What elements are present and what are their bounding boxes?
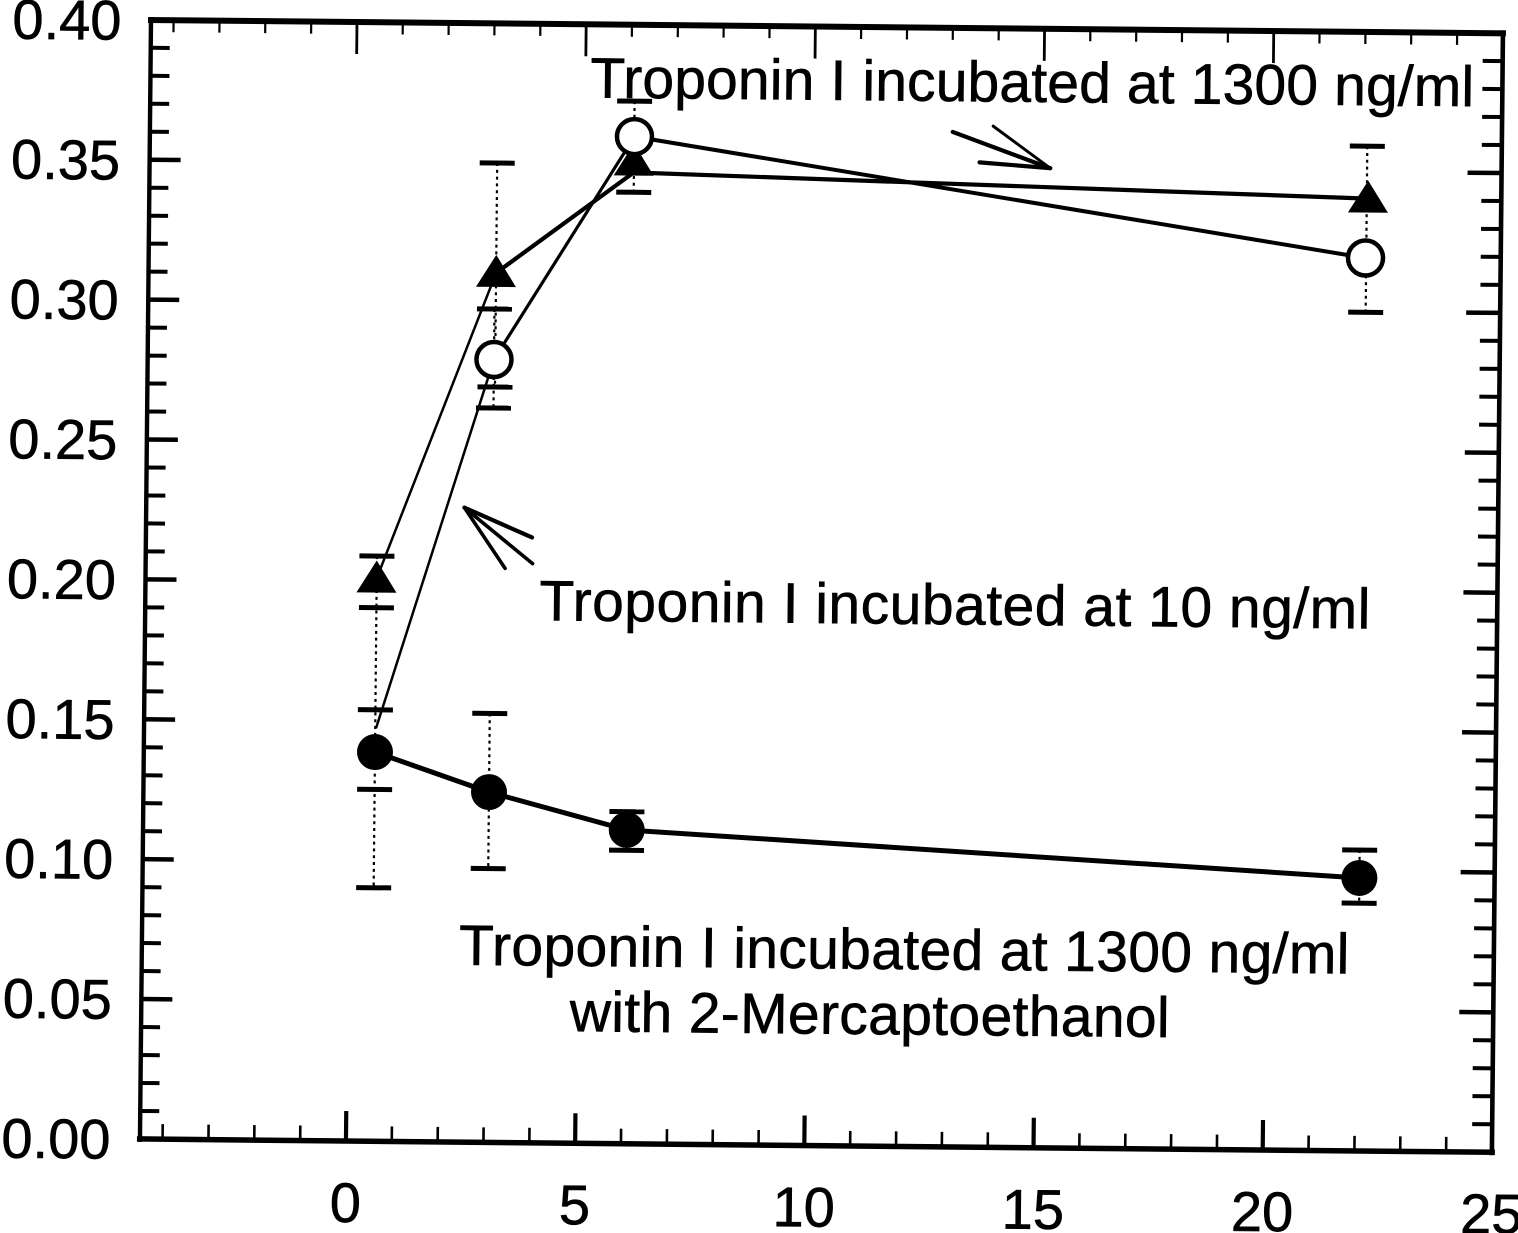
svg-text:25: 25 (1460, 1182, 1518, 1233)
svg-text:Troponin I incubated at 10 ng/: Troponin I incubated at 10 ng/ml (539, 569, 1371, 641)
svg-text:0.10: 0.10 (4, 827, 114, 891)
svg-text:20: 20 (1231, 1180, 1294, 1233)
svg-text:0: 0 (329, 1171, 361, 1233)
svg-text:0.20: 0.20 (7, 547, 117, 611)
svg-text:15: 15 (1001, 1177, 1064, 1233)
svg-text:5: 5 (559, 1173, 591, 1233)
svg-text:0.00: 0.00 (1, 1107, 111, 1171)
svg-text:with 2-Mercaptoethanol: with 2-Mercaptoethanol (569, 980, 1171, 1050)
svg-text:0.15: 0.15 (5, 687, 115, 751)
svg-text:Troponin I incubated at 1300 n: Troponin I incubated at 1300 ng/ml (590, 47, 1474, 120)
svg-text:0.30: 0.30 (9, 267, 119, 331)
svg-text:0.25: 0.25 (8, 407, 118, 471)
svg-text:0.05: 0.05 (3, 967, 113, 1031)
svg-text:10: 10 (772, 1175, 835, 1233)
svg-text:Troponin I incubated at 1300 n: Troponin I incubated at 1300 ng/ml (459, 914, 1350, 987)
svg-text:0.35: 0.35 (11, 128, 121, 192)
svg-text:0.40: 0.40 (12, 0, 122, 52)
